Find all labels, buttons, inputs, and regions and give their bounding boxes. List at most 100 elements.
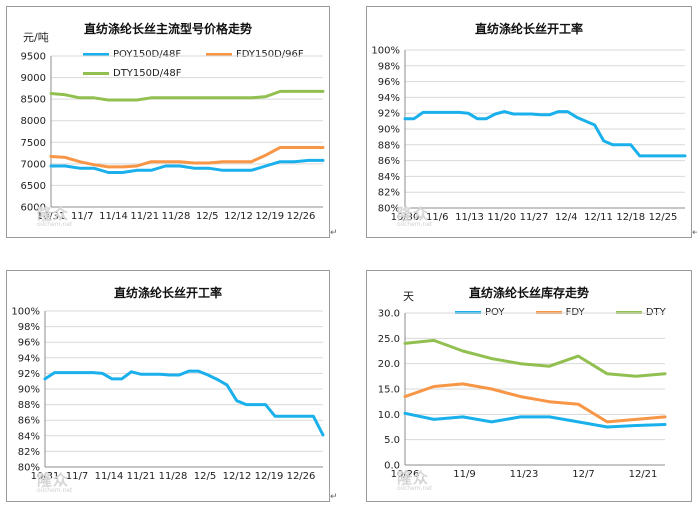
price-chart-title: 直纺涤纶长丝主流型号价格走势 xyxy=(83,22,252,36)
series-line-3 xyxy=(49,89,325,102)
y-tick-label: 5.0 xyxy=(384,435,400,446)
x-tick-label: 10/31 xyxy=(37,211,66,222)
y-tick-label: 15.0 xyxy=(378,385,400,396)
y-tick-label: 9000 xyxy=(21,73,46,84)
y-tick-label: 98% xyxy=(18,322,40,333)
watermark-logo: 隆众 oilchem.net xyxy=(37,205,73,228)
operating-rate-line-chart-1: 80% 82% 84% 86% 88% 90% 92% 94% 96% 98% 100% 10/30 1… xyxy=(371,46,687,223)
x-tick-label: 12/26 xyxy=(287,211,316,222)
x-tick-label: 12/5 xyxy=(196,211,218,222)
x-tick-label: 12/12 xyxy=(223,471,252,482)
paragraph-mark: ↵ xyxy=(330,492,338,502)
operating-rate-chart-panel-2: 直纺涤纶长丝开工率 80% 82% 84% 86% 88% 90% 92% 94% 96% 98%… xyxy=(6,270,330,502)
inventory-chart-panel: 直纺涤纶长丝库存走势 天 POY FDY DTY 0.0 5.0 10.0 15.0 2… xyxy=(366,270,692,502)
y-tick-label: 86% xyxy=(18,416,40,427)
operating-rate-line-chart-2: 80% 82% 84% 86% 88% 90% 92% 94% 96% 98% 100% 10/31 1… xyxy=(11,307,325,482)
y-tick-label: 10.0 xyxy=(378,410,400,421)
x-tick-label: 11/21 xyxy=(127,471,156,482)
y-tick-label: 98% xyxy=(378,61,400,72)
series-line-2 xyxy=(403,382,667,424)
series-line-1 xyxy=(403,110,687,158)
paragraph-mark: ↵ xyxy=(692,228,697,238)
legend-item-fdy: FDY150D/96F xyxy=(206,46,304,63)
x-tick-label: 12/19 xyxy=(255,211,284,222)
price-chart-panel: 直纺涤纶长丝主流型号价格走势 元/吨 POY150D/48F DTY150D/4… xyxy=(6,6,330,238)
x-tick-label: 11/14 xyxy=(99,211,128,222)
x-tick-label: 11/9 xyxy=(453,469,475,480)
y-tick-label: 6000 xyxy=(21,203,46,214)
x-tick-label: 11/23 xyxy=(510,469,539,480)
inventory-line-chart: 0.0 5.0 10.0 15.0 20.0 25.0 30.0 10/26 11/9 11/23… xyxy=(378,309,667,480)
x-tick-label: 12/7 xyxy=(572,469,594,480)
x-tick-label: 12/19 xyxy=(255,471,284,482)
series-line-1 xyxy=(403,411,667,429)
y-tick-label: 80% xyxy=(378,204,400,215)
series-line-3 xyxy=(403,338,667,378)
y-tick-label: 86% xyxy=(378,156,400,167)
x-tick-label: 12/12 xyxy=(224,211,253,222)
y-tick-label: 94% xyxy=(18,353,40,364)
x-tick-label: 11/27 xyxy=(520,212,549,223)
y-tick-label: 88% xyxy=(378,140,400,151)
y-tick-label: 7000 xyxy=(21,159,46,170)
x-tick-label: 11/28 xyxy=(159,471,188,482)
watermark-logo: 隆众 oilchem.net xyxy=(397,205,433,228)
y-tick-label: 7500 xyxy=(21,138,46,149)
price-line-chart: 6000 6500 7000 7500 8000 8500 9000 9500 10/31 11/… xyxy=(21,52,325,222)
paragraph-mark: ↵ xyxy=(330,228,338,238)
x-tick-label: 10/30 xyxy=(391,212,420,223)
y-tick-label: 90% xyxy=(378,125,400,136)
y-tick-label: 100% xyxy=(11,307,40,318)
x-tick-label: 12/25 xyxy=(649,212,678,223)
x-tick-label: 10/31 xyxy=(31,471,60,482)
y-tick-label: 82% xyxy=(378,188,400,199)
series-line-1 xyxy=(43,369,325,437)
y-tick-label: 92% xyxy=(18,369,40,380)
inventory-chart-title: 直纺涤纶长丝库存走势 xyxy=(468,286,589,300)
y-tick-label: 30.0 xyxy=(378,309,400,320)
operating-rate-title-1: 直纺涤纶长丝开工率 xyxy=(474,22,583,36)
x-tick-label: 11/6 xyxy=(426,212,448,223)
y-tick-label: 6500 xyxy=(21,181,46,192)
x-tick-label: 11/14 xyxy=(95,471,124,482)
legend-item-poy: POY150D/48F xyxy=(83,46,182,63)
x-tick-label: 11/28 xyxy=(162,211,191,222)
x-tick-label: 12/11 xyxy=(584,212,613,223)
operating-rate-title-2: 直纺涤纶长丝开工率 xyxy=(113,286,222,300)
watermark-logo: 隆众 oilchem.net xyxy=(37,471,73,494)
y-tick-label: 25.0 xyxy=(378,334,400,345)
y-tick-label: 80% xyxy=(18,463,40,474)
y-tick-label: 9500 xyxy=(21,52,46,63)
x-tick-label: 11/7 xyxy=(71,211,93,222)
y-tick-label: 8500 xyxy=(21,95,46,106)
y-tick-label: 20.0 xyxy=(378,359,400,370)
series-line-1 xyxy=(49,158,325,174)
x-tick-label: 12/5 xyxy=(194,471,216,482)
x-tick-label: 11/21 xyxy=(130,211,159,222)
price-legend-fdy: FDY150D/96F xyxy=(206,46,304,63)
x-tick-label: 10/26 xyxy=(391,469,420,480)
y-tick-label: 82% xyxy=(18,447,40,458)
x-tick-label: 12/21 xyxy=(629,469,658,480)
y-tick-label: 96% xyxy=(18,338,40,349)
legend-item-dty: DTY150D/48F xyxy=(83,65,182,82)
y-tick-label: 88% xyxy=(18,400,40,411)
x-tick-label: 11/7 xyxy=(66,471,88,482)
y-tick-label: 84% xyxy=(378,172,400,183)
x-tick-label: 11/13 xyxy=(455,212,484,223)
y-tick-label: 0.0 xyxy=(384,461,400,472)
x-tick-label: 12/4 xyxy=(555,212,577,223)
y-tick-label: 96% xyxy=(378,77,400,88)
y-tick-label: 90% xyxy=(18,385,40,396)
y-tick-label: 8000 xyxy=(21,116,46,127)
y-tick-label: 100% xyxy=(371,46,400,57)
price-unit-label: 元/吨 xyxy=(23,31,49,44)
x-tick-label: 12/26 xyxy=(287,471,316,482)
operating-rate-chart-panel-1: 直纺涤纶长丝开工率 80% 82% 84% 86% 88% 90% 92% 94% 96% 98%… xyxy=(366,6,692,238)
x-tick-label: 11/20 xyxy=(487,212,516,223)
inventory-unit-label: 天 xyxy=(403,290,414,303)
series-line-2 xyxy=(49,146,325,169)
y-tick-label: 92% xyxy=(378,109,400,120)
price-legend: POY150D/48F DTY150D/48F xyxy=(83,46,182,82)
y-tick-label: 94% xyxy=(378,93,400,104)
